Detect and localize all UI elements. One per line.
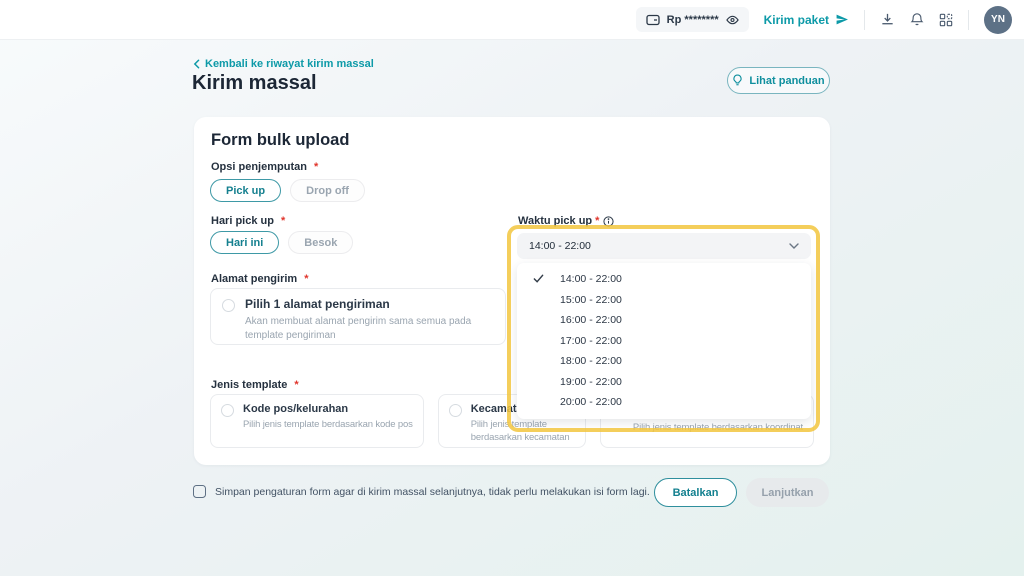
- sender-address-option[interactable]: Pilih 1 alamat pengiriman Akan membuat a…: [210, 288, 506, 345]
- send-package-button[interactable]: Kirim paket: [764, 13, 849, 27]
- download-icon[interactable]: [880, 12, 895, 27]
- sender-address-label: Alamat pengirim: [211, 273, 308, 285]
- back-link[interactable]: Kembali ke riwayat kirim massal: [193, 58, 374, 70]
- pickup-time-option[interactable]: 16:00 - 22:00: [560, 314, 622, 327]
- pickup-time-option[interactable]: 18:00 - 22:00: [560, 355, 622, 368]
- wallet-balance-text: Rp ********: [666, 13, 719, 26]
- pickup-time-label: Waktu pick up: [518, 215, 615, 227]
- topbar: Rp ******** Kirim paket: [0, 0, 1024, 40]
- pickup-day-chip[interactable]: Hari ini: [210, 231, 280, 254]
- template-type-label: Jenis template: [211, 379, 299, 391]
- pickup-time-option[interactable]: 15:00 - 22:00: [560, 293, 622, 306]
- cancel-button[interactable]: Batalkan: [654, 478, 737, 507]
- template-card-postal-code[interactable]: Kode pos/kelurahan Pilih jenis template …: [210, 394, 424, 448]
- pickup-option-chip[interactable]: Pick up: [210, 179, 282, 202]
- info-icon[interactable]: [603, 215, 615, 227]
- pickup-day-chips: Hari ini Besok: [210, 231, 354, 254]
- sender-address-option-desc: Akan membuat alamat pengirim sama semua …: [245, 316, 472, 341]
- chevron-left-icon: [193, 59, 200, 69]
- pickup-day-chip[interactable]: Besok: [288, 231, 354, 254]
- save-settings-label: Simpan pengaturan form agar di kirim mas…: [215, 485, 650, 498]
- continue-button[interactable]: Lanjutkan: [746, 478, 829, 507]
- back-link-label: Kembali ke riwayat kirim massal: [205, 58, 374, 70]
- send-package-label: Kirim paket: [763, 12, 829, 27]
- save-settings-checkbox[interactable]: [193, 485, 206, 498]
- pickup-option-chip[interactable]: Drop off: [290, 179, 365, 202]
- save-settings-row: Simpan pengaturan form agar di kirim mas…: [193, 485, 650, 498]
- eye-icon[interactable]: [725, 15, 739, 25]
- pickup-time-select[interactable]: 14:00 - 22:00: [517, 233, 811, 259]
- guide-button-label: Lihat panduan: [749, 74, 825, 87]
- radio-icon[interactable]: [222, 299, 235, 312]
- form-title: Form bulk upload: [211, 131, 350, 149]
- pickup-time-option[interactable]: 17:00 - 22:00: [560, 334, 622, 347]
- check-icon: [533, 273, 544, 284]
- apps-grid-icon[interactable]: [939, 13, 953, 27]
- pickup-time-dropdown-list: 14:00 - 22:00 15:00 - 22:00 16:00 - 22:0…: [517, 263, 811, 419]
- topbar-divider: [968, 9, 969, 30]
- topbar-divider: [864, 9, 865, 30]
- pickup-time-option[interactable]: 14:00 - 22:00: [517, 269, 811, 290]
- radio-icon[interactable]: [448, 404, 462, 417]
- guide-button[interactable]: Lihat panduan: [727, 67, 830, 94]
- chevron-down-icon: [789, 243, 799, 249]
- wallet-card-icon: [646, 14, 660, 26]
- pickup-time-selected-value: 14:00 - 22:00: [529, 240, 591, 252]
- radio-icon[interactable]: [221, 404, 234, 417]
- lightbulb-icon: [732, 74, 743, 87]
- wallet-balance[interactable]: Rp ********: [635, 7, 749, 32]
- sender-address-option-title: Pilih 1 alamat pengiriman: [245, 297, 390, 311]
- user-avatar[interactable]: YN: [984, 5, 1012, 34]
- pickup-option-chips: Pick up Drop off: [210, 179, 365, 202]
- notification-bell-icon[interactable]: [910, 12, 924, 27]
- pickup-option-label: Opsi penjemputan: [211, 161, 318, 173]
- pickup-time-option[interactable]: 19:00 - 22:00: [560, 375, 622, 388]
- page-title: Kirim massal: [192, 72, 317, 94]
- pickup-time-option[interactable]: 20:00 - 22:00: [560, 396, 622, 409]
- pickup-day-label: Hari pick up: [211, 215, 285, 227]
- bulk-upload-form-card: Form bulk upload Opsi penjemputan Pick u…: [194, 117, 830, 465]
- paper-plane-icon: [835, 13, 849, 26]
